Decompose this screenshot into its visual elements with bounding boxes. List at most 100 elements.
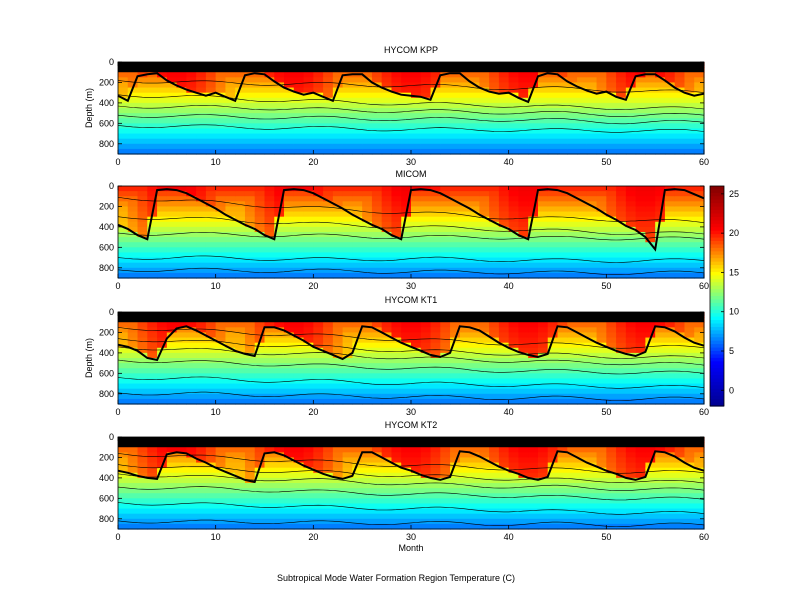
field-cell <box>645 191 656 197</box>
field-cell <box>244 196 256 202</box>
y-tick-label: 400 <box>99 473 114 483</box>
field-cell <box>469 393 480 400</box>
field-cell <box>586 352 598 359</box>
field-cell <box>254 472 266 479</box>
field-cell <box>147 148 158 155</box>
field-cell <box>284 148 295 155</box>
field-cell <box>264 352 275 359</box>
field-cell <box>381 477 393 484</box>
field-cell <box>479 337 490 344</box>
field-cell <box>352 447 363 453</box>
field-cell <box>479 123 490 130</box>
field-cell <box>215 518 227 525</box>
field-cell <box>215 393 227 400</box>
field-cell <box>371 518 383 525</box>
field-cell <box>244 347 256 354</box>
field-cell <box>528 242 539 248</box>
field-cell <box>430 373 441 380</box>
field-cell <box>528 257 539 264</box>
field-cell <box>430 322 441 328</box>
field-cell <box>205 322 217 328</box>
field-cell <box>440 118 451 124</box>
field-cell <box>596 513 607 520</box>
field-cell <box>381 82 393 89</box>
field-cell <box>655 347 666 354</box>
field-cell <box>518 148 529 155</box>
field-cell <box>606 358 617 364</box>
field-cell <box>362 118 373 124</box>
field-cell <box>518 221 529 228</box>
field-cell <box>537 148 549 155</box>
field-cell <box>381 383 393 390</box>
field-cell <box>664 118 676 124</box>
field-cell <box>342 242 353 248</box>
field-cell <box>694 518 705 525</box>
field-cell <box>508 133 520 140</box>
field-cell <box>450 378 461 385</box>
field-cell <box>459 102 471 109</box>
field-cell <box>127 352 139 359</box>
colorbar-tick-label: 15 <box>729 267 739 277</box>
field-cell <box>528 322 539 328</box>
field-cell <box>303 477 314 484</box>
y-tick-label: 0 <box>109 57 114 67</box>
field-cell <box>147 97 158 104</box>
field-cell <box>381 232 393 238</box>
field-cell <box>371 87 383 94</box>
field-cell <box>176 352 187 359</box>
field-cell <box>694 513 705 520</box>
y-tick-label: 800 <box>99 263 114 273</box>
field-cell <box>196 503 207 510</box>
field-cell <box>371 272 383 279</box>
field-cell <box>186 138 197 145</box>
field-cell <box>537 342 549 349</box>
field-cell <box>547 252 559 259</box>
field-cell <box>655 447 666 453</box>
field-cell <box>284 483 295 489</box>
field-cell <box>196 347 207 354</box>
field-cell <box>157 133 168 140</box>
field-cell <box>157 252 168 259</box>
field-cell <box>508 322 520 328</box>
field-cell <box>127 128 139 135</box>
field-cell <box>196 138 207 145</box>
field-cell <box>547 327 559 334</box>
field-cell <box>391 242 402 248</box>
field-cell <box>645 201 656 208</box>
field-cell <box>498 523 510 530</box>
field-cell <box>176 226 187 233</box>
isotherm-line <box>117 453 705 474</box>
field-cell <box>371 138 383 145</box>
field-cell <box>205 347 217 354</box>
field-cell <box>459 267 471 274</box>
isotherm-line <box>117 359 705 375</box>
field-cell <box>508 138 520 145</box>
field-cell <box>401 267 412 274</box>
field-cell <box>371 133 383 140</box>
field-cell <box>332 216 344 223</box>
field-cell <box>411 221 422 228</box>
field-cell <box>420 498 432 505</box>
field-cell <box>606 452 617 459</box>
field-cell <box>244 363 256 369</box>
field-cell <box>596 383 607 390</box>
field-cell <box>498 257 510 264</box>
field-cell <box>362 72 373 78</box>
field-cell <box>362 247 373 254</box>
field-cell <box>420 373 432 380</box>
field-cell <box>430 503 441 510</box>
isotherm-line <box>117 376 705 389</box>
field-cell <box>518 237 529 243</box>
field-cell <box>118 118 129 124</box>
field-cell <box>332 257 344 264</box>
field-cell <box>371 462 383 469</box>
field-cell <box>127 186 139 192</box>
field-cell <box>664 97 676 104</box>
field-cell <box>664 123 676 130</box>
field-cell <box>225 87 236 94</box>
field-cell <box>411 232 422 238</box>
field-cell <box>176 133 187 140</box>
field-cell <box>254 508 266 515</box>
field-cell <box>674 232 686 238</box>
field-cell <box>313 472 324 479</box>
